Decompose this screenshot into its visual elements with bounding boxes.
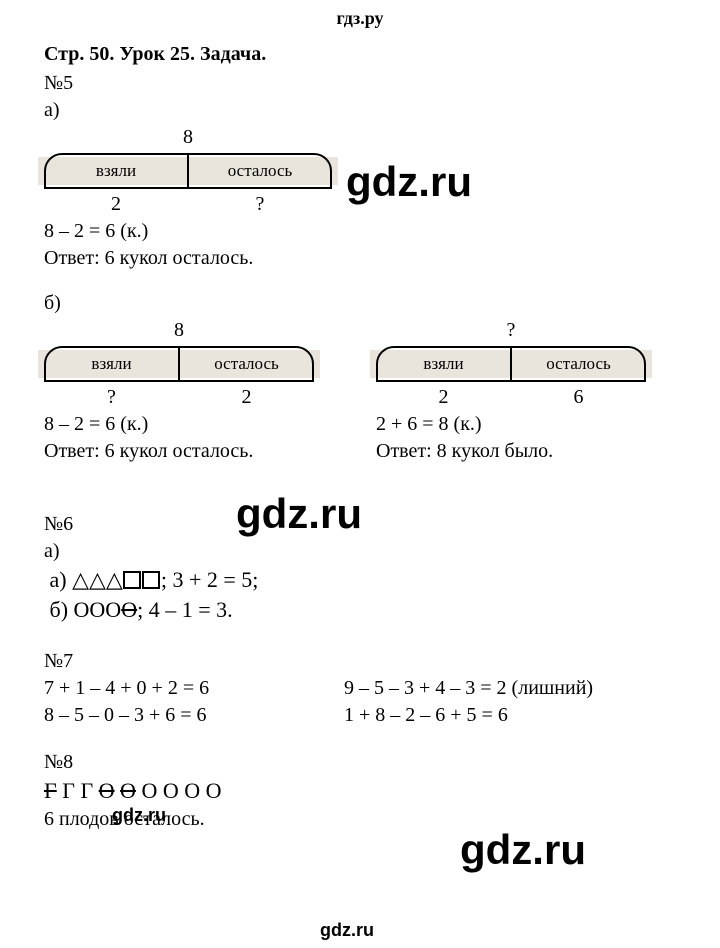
task-7-right1: 9 – 5 – 3 + 4 – 3 = 2 (лишний) [344, 675, 593, 702]
task-7-left2: 8 – 5 – 0 – 3 + 6 = 6 [44, 702, 344, 729]
task-7-left1: 7 + 1 – 4 + 0 + 2 = 6 [44, 675, 344, 702]
diagram-5b-right-label-l: взяли [376, 346, 511, 382]
task-6-line-a: а) △△△; 3 + 2 = 5; [44, 565, 676, 595]
diagram-5b-left-label-r: осталось [179, 346, 314, 382]
task-7-right2: 1 + 8 – 2 – 6 + 5 = 6 [344, 702, 593, 729]
task-8-answer: 6 плодов осталось. [44, 806, 676, 833]
diagram-5b-left: 8 взяли осталось ? 2 [44, 317, 314, 411]
diagram-5b-left-bl: ? [44, 384, 179, 411]
task-8: №8 Г Г Г О О О О О О 6 плодов осталось. [44, 749, 676, 833]
task-5b-right-eq: 2 + 6 = 8 (к.) [376, 411, 676, 438]
diagram-5b-right-top: ? [376, 317, 646, 344]
diagram-5a: 8 взяли осталось 2 ? [44, 124, 332, 218]
page-title: Стр. 50. Урок 25. Задача. [44, 41, 676, 68]
diagram-5b-right: ? взяли осталось 2 6 [376, 317, 646, 411]
diagram-5b-left-label-l: взяли [44, 346, 179, 382]
diagram-5a-top: 8 [44, 124, 332, 151]
task-5a-equation: 8 – 2 = 6 (к.) [44, 218, 676, 245]
diagram-5b-left-br: 2 [179, 384, 314, 411]
diagram-5b-left-top: 8 [44, 317, 314, 344]
task-5-label: №5 [44, 70, 676, 97]
task-5a-tag: а) [44, 97, 676, 124]
watermark: gdz.ru [320, 920, 374, 941]
page-content: Стр. 50. Урок 25. Задача. №5 а) 8 взяли … [0, 29, 720, 833]
task-6-line-b: б) ОООО; 4 – 1 = 3. [44, 595, 676, 625]
task-6-tag: а) [44, 538, 676, 565]
diagram-5a-left-label: взяли [44, 153, 188, 189]
watermark: gdz.ru [460, 826, 586, 874]
task-5a-answer: Ответ: 6 кукол осталось. [44, 245, 676, 272]
task-5b-left-eq: 8 – 2 = 6 (к.) [44, 411, 344, 438]
task-6: №6 а) а) △△△; 3 + 2 = 5; б) ОООО; 4 – 1 … [44, 511, 676, 624]
diagram-5b-right-label-r: осталось [511, 346, 646, 382]
diagram-5b-right-br: 6 [511, 384, 646, 411]
task-5b-tag: б) [44, 290, 676, 317]
diagram-5a-bottom-left: 2 [44, 191, 188, 218]
task-8-label: №8 [44, 749, 676, 776]
diagram-5a-right-label: осталось [188, 153, 332, 189]
task-5b-left-ans: Ответ: 6 кукол осталось. [44, 438, 344, 465]
task-6-label: №6 [44, 511, 676, 538]
diagram-5a-bottom-right: ? [188, 191, 332, 218]
task-8-shapes: Г Г Г О О О О О О [44, 776, 676, 806]
task-7: №7 7 + 1 – 4 + 0 + 2 = 6 8 – 5 – 0 – 3 +… [44, 648, 676, 729]
diagram-5b-right-bl: 2 [376, 384, 511, 411]
task-5: №5 а) 8 взяли осталось 2 ? 8 – 2 = 6 (к.… [44, 70, 676, 465]
task-7-label: №7 [44, 648, 676, 675]
site-header: гдз.ру [0, 0, 720, 29]
task-5b-right-ans: Ответ: 8 кукол было. [376, 438, 676, 465]
